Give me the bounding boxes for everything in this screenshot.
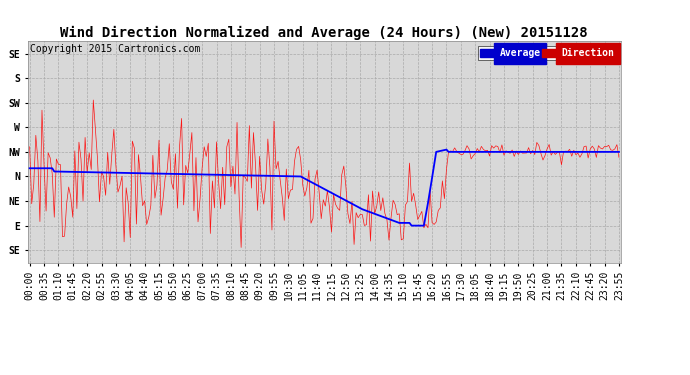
Title: Wind Direction Normalized and Average (24 Hours) (New) 20151128: Wind Direction Normalized and Average (2… — [61, 26, 588, 40]
Text: Copyright 2015 Cartronics.com: Copyright 2015 Cartronics.com — [30, 44, 201, 54]
Legend: Average, Direction: Average, Direction — [478, 46, 616, 60]
